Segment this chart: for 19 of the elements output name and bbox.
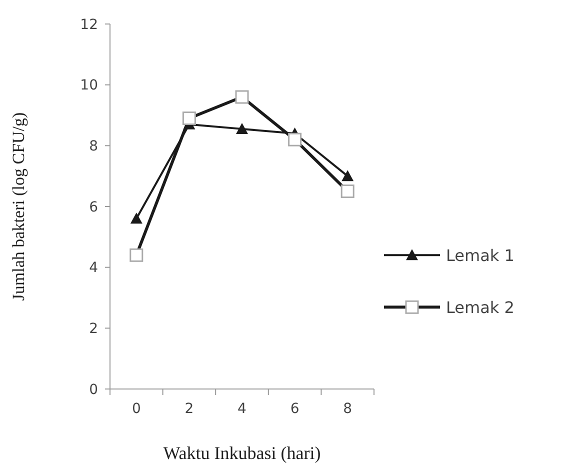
y-tick-label: 4 — [89, 260, 98, 276]
x-tick-label: 6 — [290, 401, 300, 417]
y-tick-label: 10 — [80, 78, 98, 94]
point — [130, 212, 142, 224]
legend-label: Lemak 2 — [446, 298, 514, 317]
x-axis-title: Waktu Inkubasi (hari) — [163, 443, 321, 463]
y-tick-label: 8 — [89, 138, 98, 155]
point — [342, 170, 354, 182]
y-tick-label: 0 — [89, 382, 98, 398]
x-tick-label: 2 — [184, 401, 194, 417]
y-tick-label: 6 — [89, 199, 98, 216]
x-tick-label: 4 — [238, 401, 247, 417]
point — [236, 122, 248, 134]
x-tick-label: 8 — [343, 401, 352, 417]
legend-label: Lemak 1 — [446, 246, 514, 265]
y-tick-label: 2 — [89, 321, 98, 338]
x-tick-label: 0 — [132, 401, 141, 417]
y-tick-label: 12 — [80, 16, 98, 33]
y-axis-title: Jumlah bakteri (log CFU/g) — [9, 112, 28, 301]
